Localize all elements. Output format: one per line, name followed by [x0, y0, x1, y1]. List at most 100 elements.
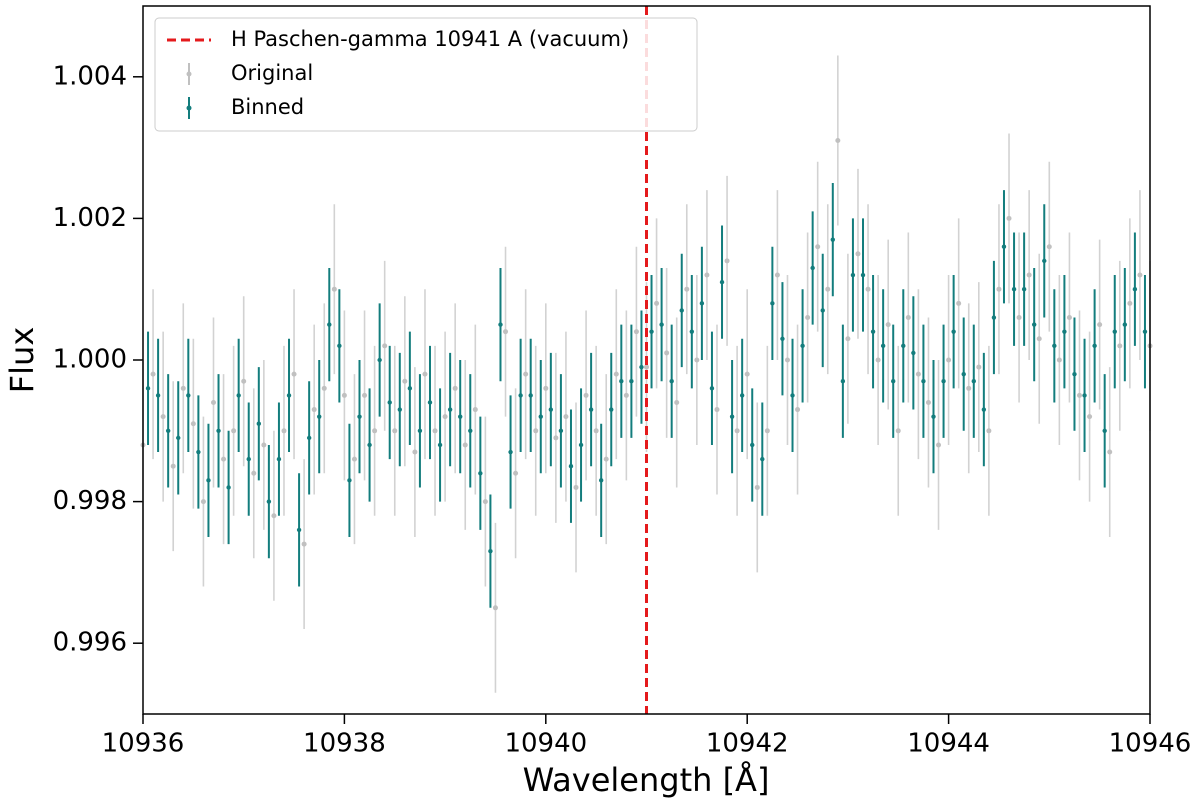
x-tick-label: 10938	[303, 729, 386, 759]
data-point	[1036, 336, 1042, 342]
data-point	[689, 329, 695, 334]
data-point	[719, 279, 725, 285]
data-point	[518, 393, 523, 398]
data-point	[911, 350, 916, 356]
data-point	[679, 308, 684, 313]
data-point	[619, 379, 624, 384]
y-tick-label: 1.004	[53, 61, 127, 91]
data-point	[931, 414, 936, 419]
data-point	[694, 357, 700, 363]
data-point	[221, 456, 227, 462]
data-point	[629, 379, 634, 384]
data-point	[669, 379, 674, 384]
data-point	[291, 371, 297, 377]
data-point	[402, 378, 408, 384]
data-point	[764, 428, 770, 434]
data-point	[513, 470, 519, 476]
data-point	[633, 329, 639, 335]
data-point	[397, 407, 402, 412]
data-point	[850, 272, 856, 278]
data-point	[180, 385, 186, 391]
legend-label: Binned	[231, 95, 304, 119]
data-point	[412, 449, 418, 455]
data-point	[734, 428, 740, 434]
data-point	[543, 385, 549, 391]
data-point	[296, 527, 302, 533]
data-point	[478, 471, 483, 476]
data-point	[261, 442, 267, 448]
y-tick-label: 1.000	[53, 345, 127, 375]
data-point	[563, 414, 569, 420]
data-point	[231, 428, 237, 434]
data-point	[176, 435, 181, 441]
data-point	[739, 393, 745, 398]
data-point	[553, 435, 559, 441]
data-point	[760, 456, 765, 462]
data-point	[150, 371, 156, 377]
data-point	[664, 350, 670, 356]
data-point	[578, 442, 584, 448]
data-point	[588, 407, 594, 412]
data-point	[432, 428, 438, 434]
data-point	[820, 308, 825, 313]
data-point	[246, 456, 251, 462]
data-point	[901, 343, 906, 349]
data-point	[216, 428, 221, 433]
data-point	[341, 392, 347, 398]
data-point	[780, 336, 785, 341]
data-point	[468, 428, 473, 433]
data-point	[981, 407, 987, 412]
data-point	[523, 371, 529, 377]
data-point	[271, 513, 277, 519]
data-point	[1031, 322, 1037, 327]
data-point	[639, 364, 644, 370]
data-point	[915, 371, 921, 377]
data-point	[795, 407, 801, 413]
x-tick-label: 10944	[907, 729, 990, 759]
data-point	[392, 428, 398, 434]
data-point	[447, 407, 453, 412]
data-point	[941, 379, 946, 384]
data-point	[190, 421, 196, 427]
data-point	[155, 393, 161, 398]
data-point	[286, 393, 292, 398]
data-point	[870, 329, 876, 334]
data-point	[925, 399, 931, 405]
data-point	[830, 237, 835, 242]
data-point	[492, 605, 498, 611]
data-point	[351, 456, 357, 462]
data-point	[805, 315, 811, 321]
data-point	[790, 393, 795, 398]
data-point	[855, 251, 861, 257]
data-point	[1056, 357, 1062, 363]
data-point	[754, 484, 760, 490]
data-point	[613, 371, 619, 377]
data-point	[1072, 371, 1077, 377]
data-point	[306, 435, 312, 441]
data-point	[603, 456, 609, 462]
data-point	[503, 329, 509, 335]
data-point	[840, 379, 846, 384]
data-point	[644, 364, 649, 370]
data-point	[1132, 287, 1138, 292]
data-point	[437, 442, 443, 448]
data-point	[210, 399, 216, 405]
data-point	[865, 286, 871, 292]
data-point	[331, 286, 337, 292]
data-point	[654, 300, 660, 306]
legend-label: Original	[231, 61, 313, 85]
legend: H Paschen-gamma 10941 A (vacuum) Original…	[154, 17, 698, 132]
data-point	[226, 485, 231, 490]
data-point	[508, 449, 513, 455]
data-point	[750, 442, 755, 448]
data-point	[165, 428, 171, 433]
data-point	[860, 272, 866, 278]
data-point	[885, 322, 891, 328]
data-point	[724, 258, 730, 264]
data-point	[825, 286, 831, 292]
data-point	[337, 343, 342, 349]
data-point	[281, 428, 287, 434]
data-point	[744, 371, 750, 377]
data-point	[951, 329, 956, 334]
data-point	[905, 315, 911, 321]
